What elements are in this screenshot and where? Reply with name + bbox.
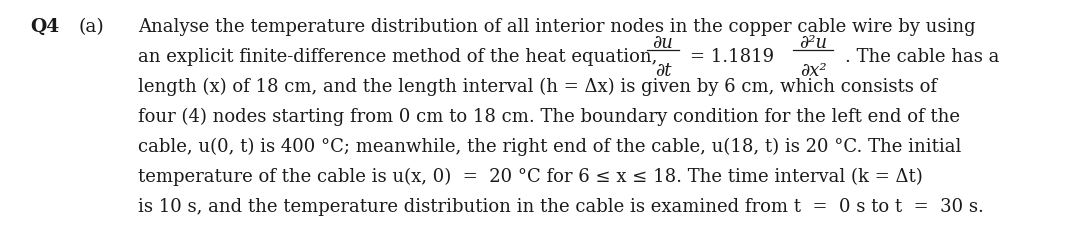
Text: (a): (a) [78,18,103,36]
Text: Analyse the temperature distribution of all interior nodes in the copper cable w: Analyse the temperature distribution of … [138,18,976,36]
Text: an explicit finite-difference method of the heat equation,: an explicit finite-difference method of … [138,48,657,66]
Text: length (x) of 18 cm, and the length interval (h = Δx) is given by 6 cm, which co: length (x) of 18 cm, and the length inte… [138,78,937,96]
Text: = 1.1819: = 1.1819 [690,48,774,66]
Text: . The cable has a: . The cable has a [845,48,999,66]
Text: is 10 s, and the temperature distribution in the cable is examined from t  =  0 : is 10 s, and the temperature distributio… [138,198,984,216]
Text: ∂x²: ∂x² [800,62,826,80]
Text: ∂t: ∂t [655,62,671,80]
Text: cable, u(0, t) is 400 °C; meanwhile, the right end of the cable, u(18, t) is 20 : cable, u(0, t) is 400 °C; meanwhile, the… [138,138,962,156]
Text: ∂²u: ∂²u [799,34,828,52]
Text: ∂u: ∂u [653,34,673,52]
Text: four (4) nodes starting from 0 cm to 18 cm. The boundary condition for the left : four (4) nodes starting from 0 cm to 18 … [138,108,960,126]
Text: Q4: Q4 [30,18,60,36]
Text: temperature of the cable is u(x, 0)  =  20 °C for 6 ≤ x ≤ 18. The time interval : temperature of the cable is u(x, 0) = 20… [138,168,922,186]
